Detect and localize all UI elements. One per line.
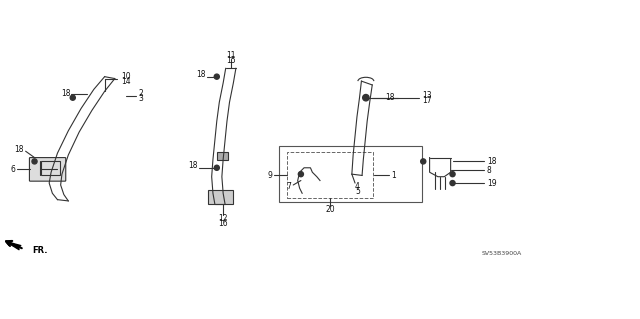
Circle shape (363, 94, 369, 101)
Text: 8: 8 (487, 166, 492, 175)
Circle shape (420, 159, 426, 164)
Bar (278, 146, 422, 202)
Text: FR.: FR. (32, 246, 47, 255)
Text: 6: 6 (10, 165, 15, 174)
Circle shape (450, 181, 455, 186)
Text: 3: 3 (138, 94, 143, 103)
Text: 14: 14 (121, 77, 131, 86)
Text: 19: 19 (487, 179, 497, 188)
Text: 15: 15 (226, 56, 236, 65)
Text: 18: 18 (487, 157, 497, 166)
Circle shape (70, 95, 76, 100)
Text: 13: 13 (422, 91, 431, 100)
Bar (287, 152, 373, 198)
Circle shape (214, 74, 220, 79)
Text: 17: 17 (422, 96, 431, 105)
Circle shape (214, 165, 220, 170)
Text: 10: 10 (121, 72, 131, 81)
Text: 1: 1 (392, 171, 396, 180)
Text: SV53B3900A: SV53B3900A (481, 251, 522, 256)
Text: 16: 16 (218, 219, 228, 228)
Text: 18: 18 (61, 89, 70, 98)
Text: 5: 5 (355, 188, 360, 197)
Text: 9: 9 (268, 171, 272, 180)
Text: 12: 12 (218, 214, 228, 223)
FancyBboxPatch shape (29, 158, 66, 181)
Text: 2: 2 (138, 89, 143, 98)
Bar (41, 161, 60, 175)
Bar (209, 190, 233, 204)
Text: 18: 18 (188, 161, 198, 170)
Text: 7: 7 (287, 182, 291, 191)
Bar (217, 152, 228, 160)
Text: 11: 11 (226, 51, 236, 60)
Text: 18: 18 (196, 70, 205, 79)
Circle shape (32, 159, 37, 164)
Text: 20: 20 (325, 205, 335, 214)
Text: 18: 18 (14, 145, 24, 154)
Circle shape (450, 172, 455, 177)
Text: 18: 18 (386, 93, 395, 102)
Text: 4: 4 (355, 182, 360, 191)
Circle shape (298, 172, 303, 177)
